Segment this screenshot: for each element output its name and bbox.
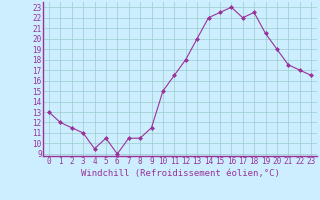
X-axis label: Windchill (Refroidissement éolien,°C): Windchill (Refroidissement éolien,°C) [81,169,279,178]
